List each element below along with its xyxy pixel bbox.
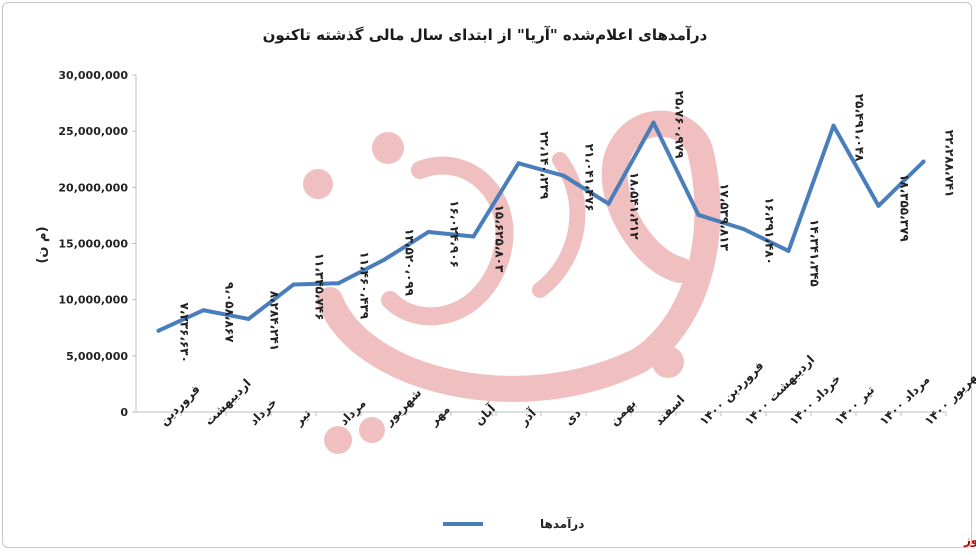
- legend-label: درآمدها: [540, 516, 584, 531]
- data-point: [651, 120, 656, 125]
- data-point: [741, 226, 746, 231]
- data-label: ۱۱،۴۶۰،۴۳۹: [358, 251, 372, 319]
- data-label: ۷،۲۳۶،۶۳۰: [178, 303, 192, 363]
- y-tick-label: 10,000,000: [58, 294, 128, 307]
- chart-title: درآمدهای اعلام‌شده "آریا" از ابتدای سال …: [263, 26, 708, 44]
- y-tick-label: 15,000,000: [58, 238, 128, 251]
- data-point: [876, 203, 881, 208]
- data-label: ۲۲،۲۸۸،۷۴۱: [943, 130, 957, 198]
- x-tick-label: دی: [562, 406, 584, 428]
- x-tick-label: اسفند: [652, 392, 688, 428]
- data-label: ۸،۲۸۴،۲۴۱: [268, 291, 282, 351]
- x-tick-label: آذر: [515, 405, 539, 429]
- data-point: [831, 123, 836, 128]
- legend: درآمدها: [443, 516, 584, 531]
- y-tick-label: 0: [120, 406, 128, 419]
- data-point: [201, 308, 206, 313]
- x-tick-label: فروردین: [157, 382, 204, 429]
- data-label: ۹،۰۵۸،۸۶۷: [223, 282, 237, 343]
- y-axis-label: (م ن): [35, 226, 50, 263]
- y-ticks: 0 5,000,000 10,000,000 15,000,000 20,000,000…: [58, 69, 136, 419]
- watermark-dot: [324, 426, 352, 454]
- data-point: [381, 258, 386, 263]
- data-label: ۱۶،۰۲۴،۹۰۶: [448, 200, 462, 268]
- data-point: [516, 161, 521, 166]
- data-label: ۲۲،۱۴۰،۲۳۹: [538, 131, 552, 199]
- watermark-dot: [652, 346, 684, 378]
- data-point: [426, 229, 431, 234]
- data-label: ۱۸،۵۴۱،۲۱۲: [628, 172, 642, 240]
- data-label: ۲۵،۴۹۱،۰۴۸: [853, 94, 867, 162]
- y-tick-label: 20,000,000: [58, 181, 128, 194]
- data-point: [786, 248, 791, 253]
- x-tick-label: تیر ۱۴۰۰: [832, 383, 877, 428]
- data-point: [561, 173, 566, 178]
- y-tick-label: 25,000,000: [58, 125, 128, 138]
- watermark-stroke: [532, 152, 586, 298]
- x-tick-label: شهریور: [381, 386, 425, 430]
- x-tick-label: تیر: [291, 406, 314, 429]
- data-label: ۱۶،۲۹۱،۴۸۰: [763, 197, 777, 265]
- x-tick-label: اردیبهشت: [202, 376, 254, 428]
- y-tick-label: 30,000,000: [58, 69, 128, 82]
- data-point: [336, 281, 341, 286]
- data-point: [471, 234, 476, 239]
- data-point: [606, 201, 611, 206]
- x-tick-label: شهریور ۱۴۰۰: [922, 362, 976, 429]
- data-label: ۱۵،۶۲۵،۸۰۳: [493, 205, 507, 273]
- data-point: [291, 282, 296, 287]
- y-tick-label: 5,000,000: [66, 350, 128, 363]
- watermark-dot: [372, 132, 404, 164]
- series-layer: [156, 120, 926, 333]
- data-label: ۱۱،۳۴۵،۷۴۶: [313, 253, 327, 321]
- data-label: ۱۷،۵۳۹،۸۱۳: [718, 183, 732, 251]
- data-labels: ۷،۲۳۶،۶۳۰ ۹،۰۵۸،۸۶۷ ۸،۲۸۴،۲۴۱ ۱۱،۳۴۵،۷۴۶ ۱۱،…: [178, 91, 957, 363]
- x-tick-label: مهر: [426, 402, 453, 429]
- data-label: ۲۵،۷۶۰،۹۷۹: [673, 91, 687, 159]
- data-label: ۱۳،۵۲۰،۰۹۹: [403, 228, 417, 296]
- x-tick-label: آبان: [471, 400, 499, 428]
- data-point: [246, 316, 251, 321]
- data-point: [696, 212, 701, 217]
- watermark-dot: [359, 417, 385, 443]
- series-line: [156, 120, 926, 333]
- source-label: بورس نیوز: [963, 533, 976, 548]
- watermark-dot: [303, 169, 333, 199]
- data-point: [156, 328, 161, 333]
- data-label: ۲۱،۰۴۱،۴۷۶: [583, 144, 597, 212]
- data-label: ۱۸،۳۵۵،۳۷۹: [898, 174, 912, 242]
- data-label: ۱۴،۳۴۱،۳۴۵: [808, 219, 822, 287]
- data-point: [921, 159, 926, 164]
- watermark-stroke: [381, 156, 514, 326]
